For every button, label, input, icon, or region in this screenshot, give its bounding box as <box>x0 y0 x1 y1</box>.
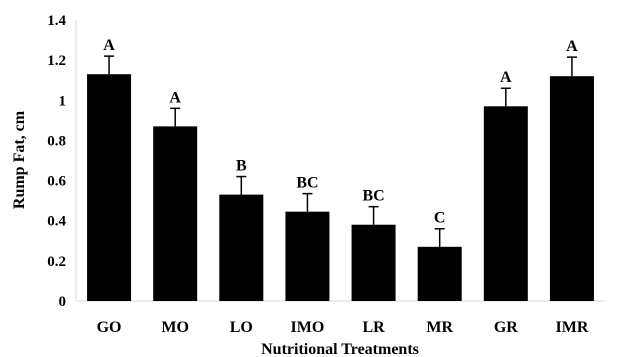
y-axis-title: Rump Fat, cm <box>11 110 28 209</box>
bar-imr <box>549 76 594 301</box>
significance-label: BC <box>296 175 318 192</box>
error-bar <box>566 56 577 77</box>
category-label: LR <box>362 319 385 336</box>
bar-go <box>87 74 132 301</box>
significance-labels: A A B BC BC C A A <box>103 37 578 227</box>
y-tick-label: 0.2 <box>47 254 66 270</box>
significance-label: A <box>103 37 115 54</box>
significance-label: A <box>500 69 512 86</box>
significance-label: A <box>566 38 578 55</box>
bar-gr <box>483 106 528 301</box>
significance-label: BC <box>362 188 384 205</box>
significance-label: C <box>434 210 446 227</box>
error-bar <box>104 55 115 75</box>
category-labels: GO MO LO IMO LR MR GR IMR <box>97 319 589 336</box>
error-bar <box>434 227 445 247</box>
error-bar <box>368 205 379 225</box>
bar-mo <box>153 126 198 301</box>
y-tick-label: 0.8 <box>47 133 66 149</box>
y-tick-label: 1.2 <box>47 53 66 69</box>
category-label: MO <box>161 319 189 336</box>
category-label: MR <box>426 319 453 336</box>
category-label: IMR <box>555 319 588 336</box>
y-tick-label: 1 <box>59 93 67 109</box>
category-label: IMO <box>291 319 325 336</box>
category-label: GR <box>494 319 518 336</box>
error-bars <box>104 55 577 247</box>
y-tick-label: 1.4 <box>47 13 66 29</box>
bar-imo <box>285 211 330 301</box>
error-bar <box>500 87 511 107</box>
y-tick-label: 0.4 <box>47 214 66 230</box>
significance-label: B <box>236 158 247 175</box>
category-label: LO <box>230 319 253 336</box>
bar-lo <box>219 194 264 301</box>
y-tick-labels: 0 0.2 0.4 0.6 0.8 1 1.2 1.4 <box>47 13 66 310</box>
category-label: GO <box>97 319 122 336</box>
bar-mr <box>417 246 462 301</box>
y-tick-label: 0 <box>59 294 67 310</box>
error-bar <box>236 175 247 195</box>
y-tick-label: 0.6 <box>47 174 66 190</box>
significance-label: A <box>169 89 181 106</box>
error-bar <box>302 192 313 212</box>
bars <box>87 74 594 301</box>
x-axis-title: Nutritional Treatments <box>261 341 419 357</box>
error-bar <box>170 107 181 127</box>
bar-lr <box>351 224 396 301</box>
